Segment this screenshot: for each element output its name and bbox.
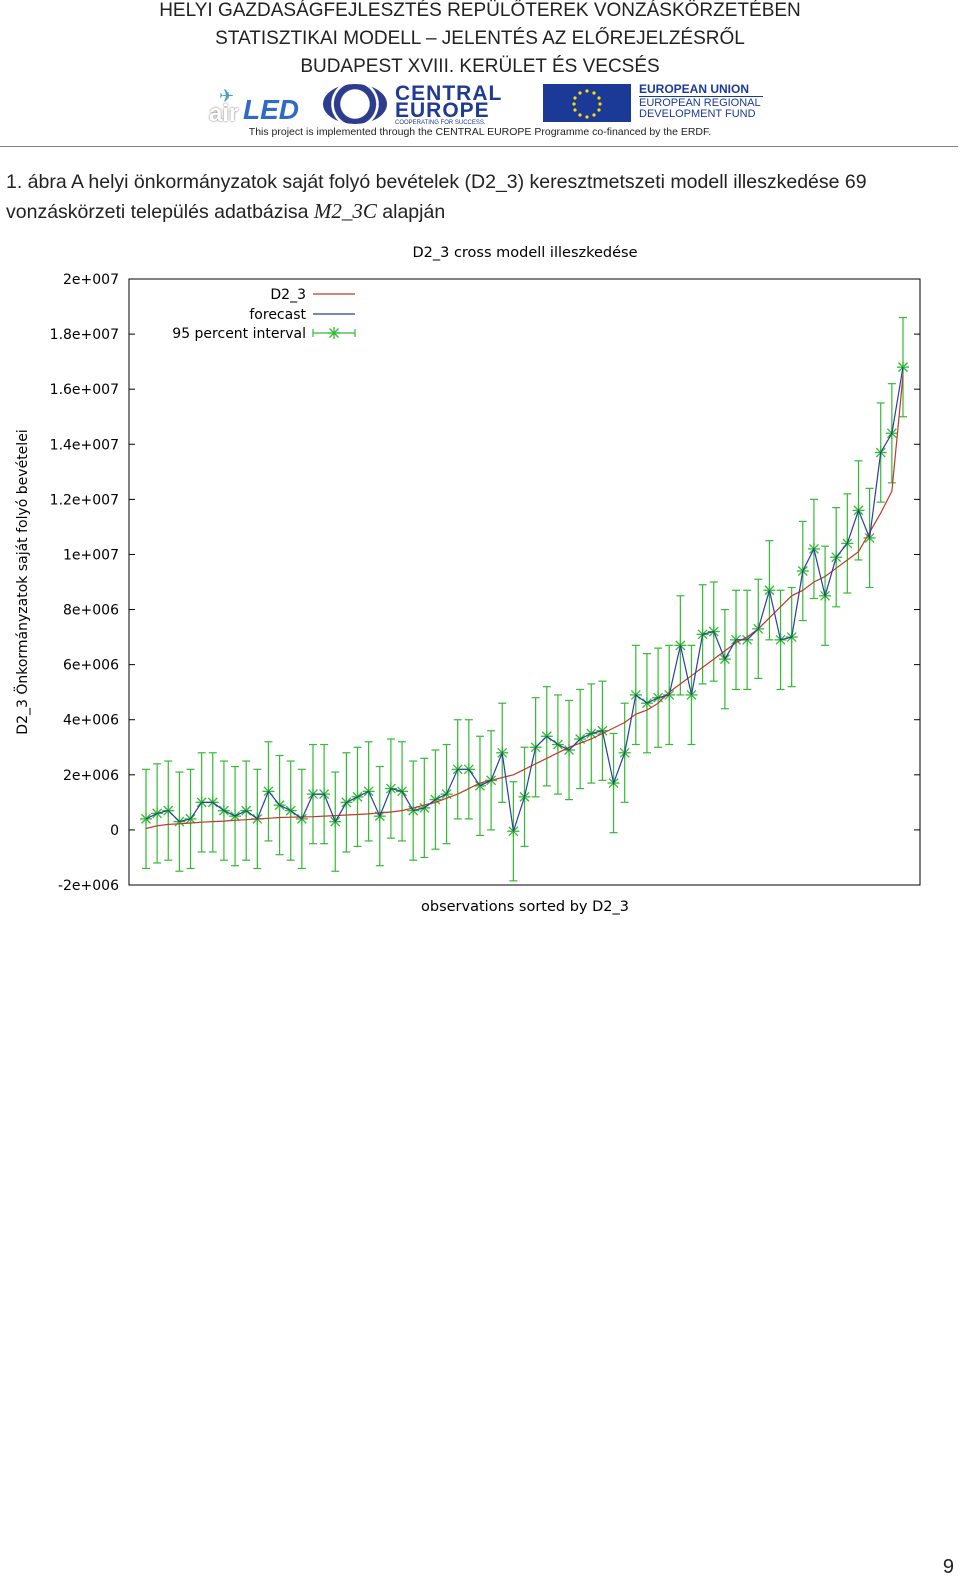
legend-swatch-interval <box>312 327 356 339</box>
forecast-series <box>145 367 904 832</box>
header-line-2: STATISZTIKAI MODELL – JELENTÉS AZ ELŐREJ… <box>215 28 745 49</box>
fit-chart: D2_3 cross modell illeszkedése -2e+006 0 2… <box>13 245 921 915</box>
project-funding-line: This project is implemented through the … <box>248 126 712 138</box>
logo-strip: ✈ air LED CENTRAL EUROPE COOPERATING FOR… <box>205 82 765 144</box>
airled-logo-led: LED <box>243 94 299 125</box>
y-tick-label: 4e+006 <box>63 713 119 729</box>
page-number: 9 <box>942 1556 954 1578</box>
y-axis-label: D2_3 Önkormányzatok saját folyó bevétele… <box>13 429 31 734</box>
forecast-line <box>145 367 904 832</box>
figure-caption: 1. ábra A helyi önkormányzatok saját fol… <box>6 168 956 227</box>
chart-title: D2_3 cross modell illeszkedése <box>412 245 637 261</box>
ce-logo-tagline: COOPERATING FOR SUCCESS. <box>395 120 486 126</box>
legend-interval-marker <box>328 327 340 339</box>
y-tick-label: 6e+006 <box>63 658 119 674</box>
plane-icon: ✈ <box>219 86 235 107</box>
actual-line <box>145 375 904 830</box>
globe-icon <box>323 84 387 124</box>
legend: D2_3 forecast 95 percent interval <box>172 287 356 342</box>
y-tick-label: 1.6e+007 <box>50 382 119 398</box>
y-tick-label: 2e+006 <box>63 768 119 784</box>
plot-frame <box>128 278 921 886</box>
y-tick-label: 2e+007 <box>63 272 119 288</box>
x-axis-label: observations sorted by D2_3 <box>421 899 629 915</box>
y-tick-label: 1.4e+007 <box>50 437 119 453</box>
legend-label-forecast: forecast <box>249 307 306 323</box>
eu-logo: EUROPEAN UNION EUROPEAN REGIONAL DEVELOP… <box>543 82 763 124</box>
legend-label-interval: 95 percent interval <box>172 326 306 342</box>
eu-line-2: EUROPEAN REGIONAL <box>639 97 761 109</box>
header-divider <box>0 146 958 147</box>
header-line-1: HELYI GAZDASÁGFEJLESZTÉS REPÜLŐTEREK VON… <box>159 0 801 21</box>
eu-logo-rule <box>639 96 763 97</box>
star-stroke <box>329 328 339 338</box>
eu-line-1: EUROPEAN UNION <box>639 82 750 96</box>
y-axis: -2e+006 0 2e+006 4e+006 6e+006 8e+006 1e+007 1.… <box>50 272 920 894</box>
eu-logo-text: EUROPEAN UNION EUROPEAN REGIONAL DEVELOP… <box>639 82 761 120</box>
eu-line-3: DEVELOPMENT FUND <box>639 108 756 120</box>
airled-logo-air: air <box>209 100 239 127</box>
legend-label-actual: D2_3 <box>270 287 306 303</box>
airled-logo: ✈ air LED <box>205 86 305 128</box>
eu-flag-icon <box>543 84 631 122</box>
y-tick-label: 0 <box>110 823 119 839</box>
header-line-3: BUDAPEST XVIII. KERÜLET ÉS VECSÉS <box>300 56 660 77</box>
ce-logo-line2: EUROPE <box>395 99 490 122</box>
y-tick-label: 1.2e+007 <box>50 492 119 508</box>
actual-series <box>145 375 904 830</box>
ce-logo-line1: CENTRAL <box>395 82 503 105</box>
y-tick-label: 1.8e+007 <box>50 327 119 343</box>
caption-model-name: M2_3C <box>313 199 377 223</box>
central-europe-logo: CENTRAL EUROPE COOPERATING FOR SUCCESS. <box>323 82 528 128</box>
y-tick-label: -2e+006 <box>58 878 119 894</box>
caption-text-end: alapján <box>376 201 446 223</box>
y-tick-label: 8e+006 <box>63 603 119 619</box>
caption-text: 1. ábra A helyi önkormányzatok saját fol… <box>6 171 867 223</box>
y-tick-label: 1e+007 <box>63 547 119 563</box>
